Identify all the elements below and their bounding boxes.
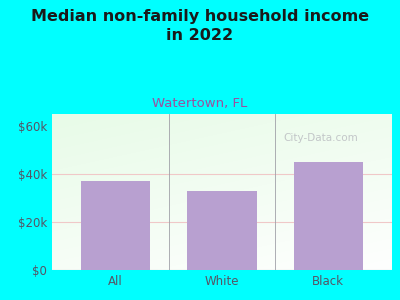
Bar [294, 162, 363, 270]
Text: Watertown, FL: Watertown, FL [152, 98, 248, 110]
Bar [188, 191, 256, 270]
Text: City-Data.com: City-Data.com [283, 133, 358, 143]
Bar [81, 181, 150, 270]
Text: Median non-family household income
in 2022: Median non-family household income in 20… [31, 9, 369, 43]
